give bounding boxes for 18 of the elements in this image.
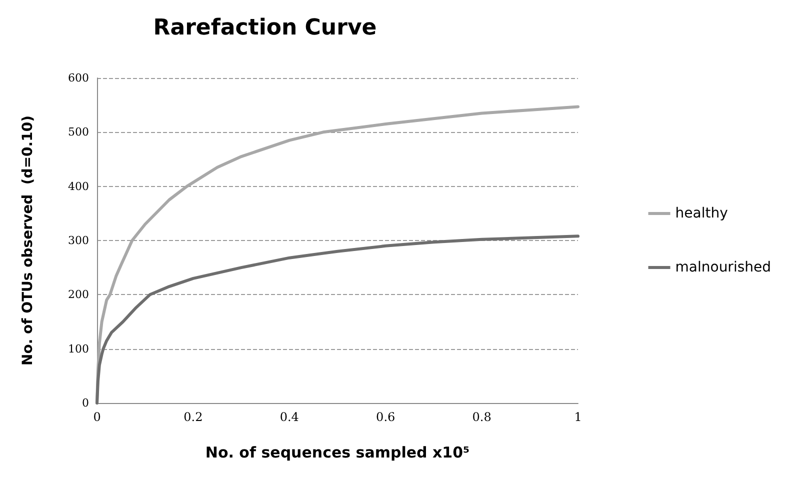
y-tick-label: 300 (68, 234, 89, 247)
y-axis-title: No. of OTUs observed (d=0.10) (20, 116, 36, 366)
x-tick-label: 0.4 (280, 410, 300, 424)
legend-label: healthy (675, 206, 728, 222)
y-tick-label: 500 (68, 126, 89, 139)
chart-title: Rarefaction Curve (153, 16, 377, 40)
y-tick-label: 100 (68, 342, 89, 356)
x-axis-title: No. of sequences sampled x10⁵ (205, 444, 470, 462)
y-tick-label: 200 (68, 288, 89, 302)
x-tick-label: 0 (93, 410, 101, 424)
y-tick-label: 600 (68, 72, 89, 84)
x-tick-label: 0.8 (472, 410, 492, 424)
x-tick-label: 1 (574, 410, 582, 424)
legend-label: malnourished (675, 260, 772, 276)
x-tick-label: 0.2 (184, 410, 203, 424)
y-tick-label: 0 (82, 396, 89, 410)
y-tick-label: 400 (68, 180, 89, 193)
x-tick-label: 0.6 (376, 410, 396, 424)
